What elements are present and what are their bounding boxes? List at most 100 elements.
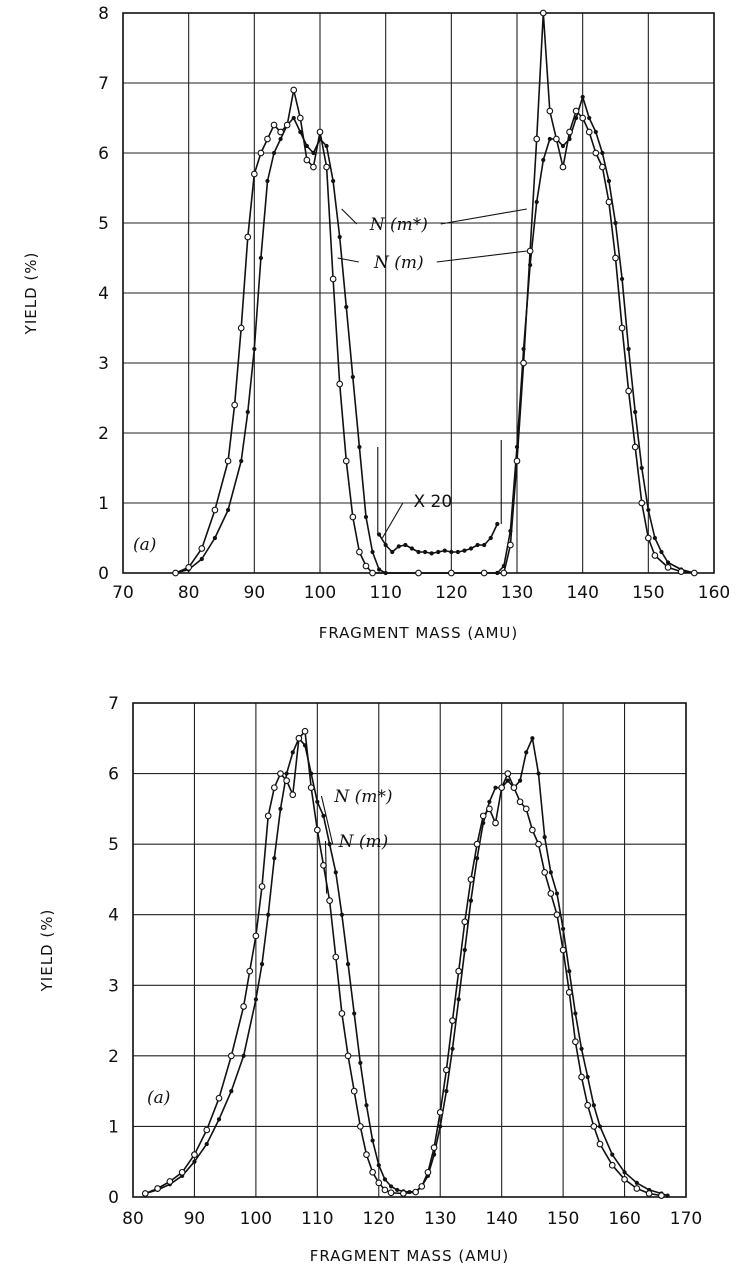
data-point <box>245 409 250 415</box>
data-point <box>369 569 376 577</box>
data-point <box>344 304 349 310</box>
data-point <box>566 128 573 136</box>
data-point <box>488 535 493 541</box>
x-tick-label: 150 <box>547 1209 579 1229</box>
y-tick-label: 2 <box>108 1047 119 1067</box>
data-point <box>541 157 546 163</box>
data-point <box>652 535 658 541</box>
data-point <box>370 549 375 555</box>
data-point <box>651 552 659 559</box>
series-2 <box>141 727 665 1199</box>
series-1 <box>143 736 670 1198</box>
data-point <box>520 359 527 367</box>
data-point <box>461 918 469 926</box>
x-tick-label: 100 <box>240 1209 272 1229</box>
data-point <box>455 549 460 555</box>
data-point <box>659 549 664 555</box>
series-3 <box>377 521 500 556</box>
data-point <box>424 1168 432 1176</box>
data-point <box>258 255 263 261</box>
data-point <box>199 556 204 562</box>
data-point <box>479 812 487 820</box>
data-point <box>585 1074 590 1080</box>
data-point <box>468 546 474 551</box>
y-tick-label: 7 <box>98 74 109 94</box>
data-point <box>224 457 232 465</box>
data-point <box>534 199 539 205</box>
data-point <box>231 401 238 409</box>
data-point <box>416 549 421 555</box>
data-point <box>252 346 257 352</box>
data-point <box>542 834 547 840</box>
data-point <box>436 549 441 555</box>
data-point <box>301 727 309 735</box>
data-point <box>430 1144 438 1151</box>
data-point <box>277 770 284 777</box>
x-tick-label: 160 <box>608 1209 640 1229</box>
data-point <box>658 1192 665 1199</box>
x-axis-label: FRAGMENT MASS (AMU) <box>310 1247 510 1265</box>
data-point <box>356 548 363 556</box>
data-point <box>363 1151 370 1159</box>
data-point <box>295 734 303 742</box>
x-tick-label: 160 <box>698 583 730 603</box>
data-point <box>323 163 330 171</box>
data-point <box>212 535 218 541</box>
data-point <box>331 178 336 184</box>
data-point <box>216 1117 222 1122</box>
data-point <box>298 129 303 135</box>
data-point <box>553 135 560 143</box>
data-point <box>422 549 428 555</box>
data-point <box>613 220 618 226</box>
data-point <box>455 967 463 975</box>
data-point <box>593 129 598 135</box>
leader-line <box>341 208 358 225</box>
data-point <box>253 997 258 1002</box>
data-point <box>349 513 357 521</box>
data-point <box>246 967 254 975</box>
data-point <box>395 1187 400 1193</box>
data-point <box>442 548 447 553</box>
data-point <box>154 1185 161 1192</box>
series-line <box>378 523 499 555</box>
data-point <box>252 932 260 940</box>
data-point <box>237 324 245 332</box>
data-point <box>474 856 480 861</box>
data-point <box>529 826 536 834</box>
x20-annotation: X 20 <box>413 492 452 512</box>
data-point <box>370 1138 375 1143</box>
series-line <box>145 737 668 1197</box>
data-point <box>536 771 541 776</box>
data-point <box>608 1161 616 1169</box>
chart-panel-1: 70 80 90 100 110 120 130 140 150 160 0 1 2 3 4 5 6 7 8 FRAG… <box>22 4 730 642</box>
data-point <box>229 1089 234 1094</box>
y-tick-label: 5 <box>98 214 109 234</box>
data-point <box>533 135 541 143</box>
data-point <box>504 770 512 777</box>
data-point <box>270 121 278 129</box>
data-point <box>258 883 266 890</box>
data-point <box>203 1126 211 1134</box>
x-axis-label: FRAGMENT MASS (AMU) <box>319 624 519 642</box>
data-point <box>345 962 351 967</box>
data-point <box>524 750 529 755</box>
plot-frame <box>132 702 687 1198</box>
data-point <box>239 458 244 464</box>
data-point <box>507 541 514 549</box>
data-point <box>278 136 283 142</box>
data-point <box>505 778 510 783</box>
data-point <box>580 94 585 100</box>
data-point <box>443 1066 450 1074</box>
data-point <box>665 560 671 565</box>
data-point <box>565 988 573 996</box>
x-tick-label: 170 <box>670 1209 702 1229</box>
data-point <box>178 1168 186 1176</box>
data-point <box>289 791 297 799</box>
x-tick-label: 100 <box>304 583 336 603</box>
data-point <box>198 545 206 552</box>
y-axis-label: YIELD (%) <box>38 909 56 993</box>
data-point <box>211 506 219 514</box>
data-point <box>449 549 454 555</box>
data-point <box>412 1188 419 1196</box>
data-point <box>356 1123 364 1130</box>
